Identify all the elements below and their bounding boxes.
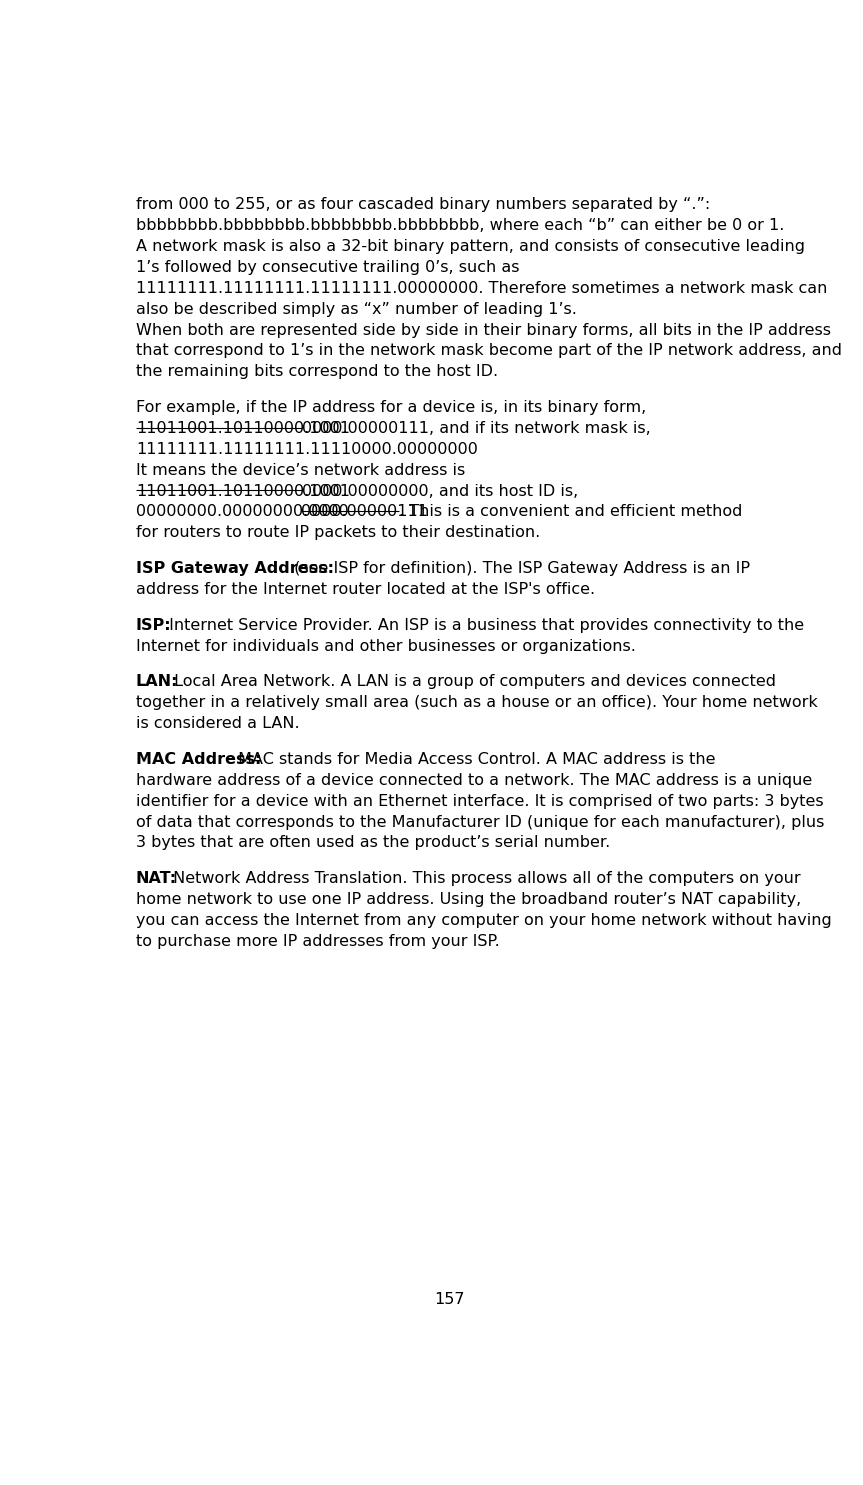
Text: 11111111.11111111.11111111.00000000. Therefore sometimes a network mask can: 11111111.11111111.11111111.00000000. The…: [136, 281, 828, 296]
Text: bbbbbbbb.bbbbbbbb.bbbbbbbb.bbbbbbbb, where each “b” can either be 0 or 1.: bbbbbbbb.bbbbbbbb.bbbbbbbb.bbbbbbbb, whe…: [136, 218, 784, 233]
Text: Internet for individuals and other businesses or organizations.: Internet for individuals and other busin…: [136, 639, 636, 653]
Text: 11011001.10110000.1001: 11011001.10110000.1001: [136, 420, 350, 437]
Text: 0000.00000111: 0000.00000111: [301, 505, 428, 520]
Text: is considered a LAN.: is considered a LAN.: [136, 716, 299, 731]
Text: address for the Internet router located at the ISP's office.: address for the Internet router located …: [136, 582, 595, 597]
Text: you can access the Internet from any computer on your home network without havin: you can access the Internet from any com…: [136, 913, 832, 928]
Text: ISP:: ISP:: [136, 618, 172, 633]
Text: ISP Gateway Address:: ISP Gateway Address:: [136, 561, 334, 576]
Text: A network mask is also a 32-bit binary pattern, and consists of consecutive lead: A network mask is also a 32-bit binary p…: [136, 239, 805, 254]
Text: MAC Address:: MAC Address:: [136, 751, 261, 766]
Text: from 000 to 255, or as four cascaded binary numbers separated by “.”:: from 000 to 255, or as four cascaded bin…: [136, 198, 710, 212]
Text: 0000.00000000, and its host ID is,: 0000.00000000, and its host ID is,: [302, 484, 578, 499]
Text: identifier for a device with an Ethernet interface. It is comprised of two parts: identifier for a device with an Ethernet…: [136, 793, 823, 809]
Text: home network to use one IP address. Using the broadband router’s NAT capability,: home network to use one IP address. Usin…: [136, 892, 801, 907]
Text: 157: 157: [435, 1292, 465, 1307]
Text: 0000.00000111, and if its network mask is,: 0000.00000111, and if its network mask i…: [302, 420, 651, 437]
Text: for routers to route IP packets to their destination.: for routers to route IP packets to their…: [136, 526, 540, 541]
Text: For example, if the IP address for a device is, in its binary form,: For example, if the IP address for a dev…: [136, 399, 646, 416]
Text: When both are represented side by side in their binary forms, all bits in the IP: When both are represented side by side i…: [136, 322, 831, 337]
Text: to purchase more IP addresses from your ISP.: to purchase more IP addresses from your …: [136, 934, 500, 949]
Text: . This is a convenient and efficient method: . This is a convenient and efficient met…: [400, 505, 743, 520]
Text: LAN:: LAN:: [136, 674, 179, 689]
Text: 3 bytes that are often used as the product’s serial number.: 3 bytes that are often used as the produ…: [136, 836, 610, 851]
Text: 11111111.11111111.11110000.00000000: 11111111.11111111.11110000.00000000: [136, 443, 478, 457]
Text: (see ISP for definition). The ISP Gateway Address is an IP: (see ISP for definition). The ISP Gatewa…: [289, 561, 751, 576]
Text: hardware address of a device connected to a network. The MAC address is a unique: hardware address of a device connected t…: [136, 772, 812, 789]
Text: Network Address Translation. This process allows all of the computers on your: Network Address Translation. This proces…: [167, 872, 801, 887]
Text: 11011001.10110000.1001: 11011001.10110000.1001: [136, 484, 350, 499]
Text: of data that corresponds to the Manufacturer ID (unique for each manufacturer), : of data that corresponds to the Manufact…: [136, 814, 824, 830]
Text: 00000000.00000000.0000: 00000000.00000000.0000: [136, 505, 349, 520]
Text: together in a relatively small area (such as a house or an office). Your home ne: together in a relatively small area (suc…: [136, 695, 818, 710]
Text: Local Area Network. A LAN is a group of computers and devices connected: Local Area Network. A LAN is a group of …: [169, 674, 776, 689]
Text: MAC stands for Media Access Control. A MAC address is the: MAC stands for Media Access Control. A M…: [233, 751, 715, 766]
Text: also be described simply as “x” number of leading 1’s.: also be described simply as “x” number o…: [136, 301, 576, 316]
Text: the remaining bits correspond to the host ID.: the remaining bits correspond to the hos…: [136, 364, 498, 379]
Text: It means the device’s network address is: It means the device’s network address is: [136, 463, 465, 478]
Text: NAT:: NAT:: [136, 872, 177, 887]
Text: Internet Service Provider. An ISP is a business that provides connectivity to th: Internet Service Provider. An ISP is a b…: [164, 618, 803, 633]
Text: 1’s followed by consecutive trailing 0’s, such as: 1’s followed by consecutive trailing 0’s…: [136, 260, 520, 275]
Text: that correspond to 1’s in the network mask become part of the IP network address: that correspond to 1’s in the network ma…: [136, 343, 842, 358]
